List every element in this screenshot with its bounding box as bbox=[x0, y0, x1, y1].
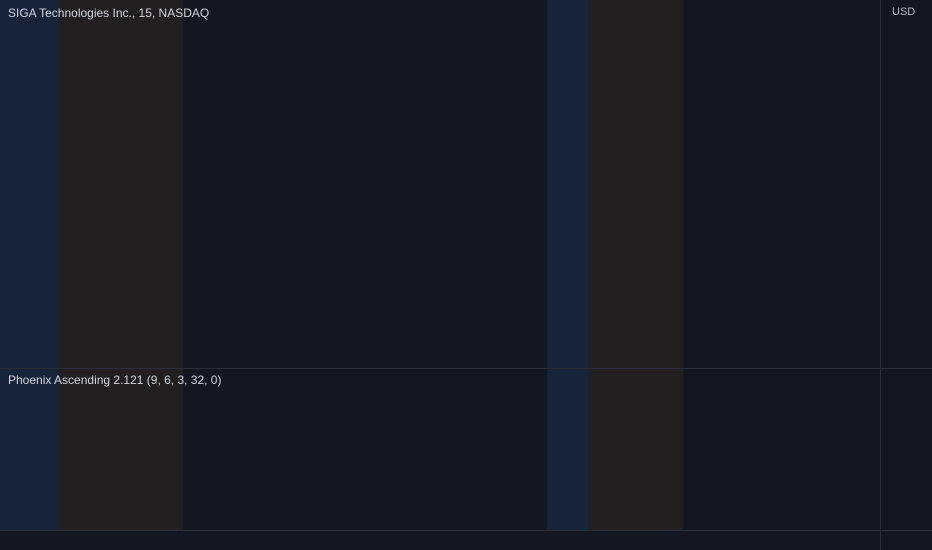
session-shade bbox=[588, 0, 683, 530]
currency: USD bbox=[892, 6, 915, 18]
indicator-title: Phoenix Ascending 2.121 (9, 6, 3, 32, 0) bbox=[8, 373, 221, 387]
session-shade bbox=[547, 0, 588, 530]
chart-title: SIGA Technologies Inc., 15, NASDAQ bbox=[8, 6, 209, 20]
price-axis bbox=[880, 0, 932, 550]
session-shade bbox=[0, 0, 58, 530]
session-shade bbox=[58, 0, 183, 530]
